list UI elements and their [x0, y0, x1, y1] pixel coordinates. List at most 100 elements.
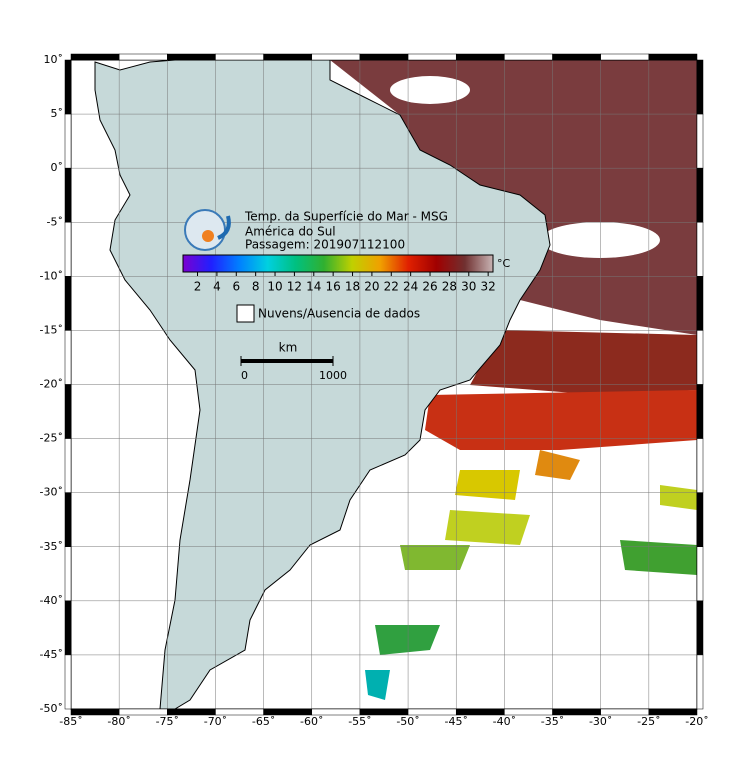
logo: [184, 209, 226, 251]
sst-patch: [365, 670, 390, 700]
colorbar-tick-label: 24: [403, 280, 418, 294]
sst-patch: [455, 470, 520, 500]
frame-segment: [648, 53, 698, 61]
frame-segment: [64, 167, 72, 223]
frame-segment: [64, 330, 72, 385]
x-tick-label: -55˚: [348, 715, 371, 728]
colorbar-tick-label: 6: [232, 280, 240, 294]
colorbar-tick-label: 30: [461, 280, 476, 294]
colorbar-tick-label: 32: [481, 280, 496, 294]
frame-segment: [311, 53, 361, 61]
x-tick-label: -70˚: [204, 715, 227, 728]
colorbar-tick-label: 2: [194, 280, 202, 294]
cloud: [540, 222, 660, 258]
cloud: [390, 76, 470, 104]
y-tick-label: -20˚: [40, 378, 63, 391]
frame-segment: [64, 222, 72, 277]
frame-segment: [696, 438, 704, 493]
x-tick-label: -40˚: [493, 715, 516, 728]
sst-patch: [660, 485, 697, 510]
scale-tick-label: 0: [241, 369, 248, 382]
y-tick-label: -15˚: [40, 323, 63, 336]
legend-label: Nuvens/Ausencia de dados: [258, 307, 420, 321]
x-tick-label: -20˚: [685, 715, 708, 728]
logo-arrow: [217, 215, 231, 240]
sst-patch: [400, 545, 470, 570]
colorbar: [182, 254, 494, 273]
frame-segment: [504, 53, 553, 61]
frame-segment: [64, 654, 72, 710]
frame-segment: [696, 492, 704, 547]
sst-patch: [535, 450, 580, 480]
y-tick-label: -30˚: [40, 486, 63, 499]
colorbar-tick-label: 16: [326, 280, 341, 294]
x-tick-label: -65˚: [252, 715, 275, 728]
colorbar-tick-label: 26: [422, 280, 437, 294]
y-tick-label: 10˚: [44, 53, 64, 66]
colorbar-tick-label: 10: [267, 280, 282, 294]
frame-segment: [696, 113, 704, 169]
frame-segment: [167, 53, 216, 61]
y-tick-label: -25˚: [40, 432, 63, 445]
colorbar-unit: °C: [497, 257, 511, 270]
region: América do Sul: [245, 225, 336, 239]
frame-segment: [64, 59, 72, 115]
frame-segment: [696, 546, 704, 602]
x-tick-label: -80˚: [107, 715, 130, 728]
title: Temp. da Superfície do Mar - MSG: [244, 210, 448, 224]
colorbar-tick-label: 12: [287, 280, 302, 294]
frame-segment: [64, 113, 72, 169]
frame-segment: [407, 53, 457, 61]
y-tick-label: 5˚: [51, 107, 64, 120]
frame-segment: [359, 53, 409, 61]
frame-segment: [696, 600, 704, 656]
y-tick-label: -40˚: [40, 594, 63, 607]
logo-dot: [202, 230, 214, 242]
frame-segment: [696, 167, 704, 223]
colorbar-tick-label: 8: [252, 280, 260, 294]
x-tick-label: -50˚: [396, 715, 419, 728]
scale-tick-label: 1000: [319, 369, 347, 382]
frame-segment: [696, 384, 704, 439]
frame-segment: [696, 654, 704, 710]
frame-segment: [696, 276, 704, 331]
x-tick-label: -45˚: [444, 715, 467, 728]
sst-patch: [470, 330, 697, 395]
sst-patch: [445, 510, 530, 545]
colorbar-tick-label: 18: [345, 280, 360, 294]
colorbar-tick-label: 4: [213, 280, 221, 294]
y-tick-label: -5˚: [47, 215, 63, 228]
pass: Passagem: 201907112100: [245, 238, 405, 252]
frame-segment: [648, 708, 698, 716]
y-tick-label: 0˚: [51, 161, 64, 174]
sst-patch: [375, 625, 440, 655]
frame-segment: [70, 53, 120, 61]
frame-segment: [263, 53, 313, 61]
x-tick-label: -60˚: [300, 715, 323, 728]
y-tick-label: -35˚: [40, 540, 63, 553]
sst-patch: [425, 390, 697, 450]
frame-segment: [455, 53, 505, 61]
y-tick-label: -10˚: [40, 269, 63, 282]
x-tick-label: -25˚: [637, 715, 660, 728]
frame-segment: [696, 222, 704, 277]
colorbar-tick-label: 14: [306, 280, 321, 294]
frame-segment: [696, 59, 704, 115]
y-tick-label: -45˚: [40, 648, 63, 661]
frame-segment: [696, 330, 704, 385]
y-tick-label: -50˚: [40, 702, 63, 715]
scale-unit: km: [279, 341, 298, 355]
colorbar-tick-label: 28: [442, 280, 457, 294]
frame-segment: [64, 492, 72, 547]
frame-segment: [64, 600, 72, 656]
x-tick-label: -75˚: [156, 715, 179, 728]
x-tick-label: -30˚: [589, 715, 612, 728]
frame-segment: [64, 546, 72, 602]
x-tick-label: -85˚: [59, 715, 82, 728]
frame-segment: [64, 276, 72, 331]
colorbar-tick-label: 22: [384, 280, 399, 294]
frame-segment: [118, 53, 168, 61]
frame-segment: [552, 53, 601, 61]
legend-swatch: [236, 304, 255, 323]
